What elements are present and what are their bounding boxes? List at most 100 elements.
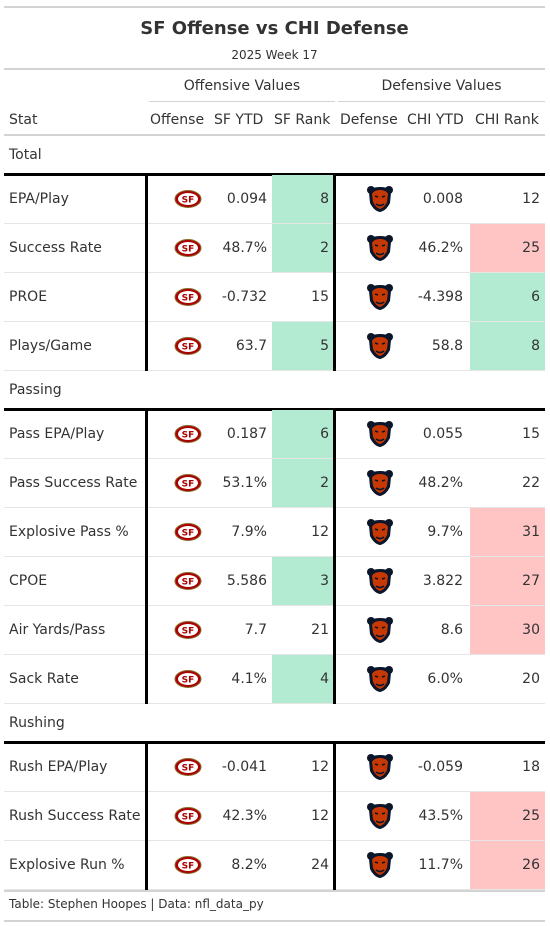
chi-ytd-value: 0.055 [422,426,463,442]
row-divider [4,791,545,792]
sf-rank-value: 12 [311,808,329,824]
defense-spanner-line [338,101,545,102]
stat-label: Explosive Pass % [9,524,129,540]
col-sf-ytd: SF YTD [214,112,264,128]
bears-logo-icon [366,234,394,262]
chi-rank-value: 20 [522,671,540,687]
sf-ytd-value: -0.732 [221,289,267,305]
sf-rank-value: 8 [272,175,334,224]
row-divider [4,458,545,459]
sf-rank-value: 12 [311,524,329,540]
stat-label: Pass Success Rate [9,475,138,491]
row-divider [4,223,545,224]
table-row: Explosive Run % 8.2% 24 11.7% 26 [4,841,545,890]
sf-rank-value: 21 [311,622,329,638]
offensive-values-spanner: Offensive Values [183,78,301,94]
chi-rank-value: 26 [470,841,545,890]
49ers-logo-icon [174,187,202,211]
offense-divider [145,173,148,371]
sf-ytd-value: -0.041 [221,759,267,775]
stat-label: PROE [9,289,48,305]
sf-rank-value: 4 [272,655,334,704]
table-row: Success Rate 48.7% 2 46.2% 25 [4,224,545,273]
chi-rank-value: 15 [522,426,540,442]
chi-ytd-value: 0.008 [422,191,463,207]
sf-rank-value: 2 [272,224,334,273]
sf-ytd-value: 7.9% [231,524,267,540]
chi-ytd-value: 8.6 [440,622,463,638]
chi-ytd-value: 9.7% [427,524,463,540]
bears-logo-icon [366,753,394,781]
chi-rank-value: 30 [470,606,545,655]
stat-label: Rush EPA/Play [9,759,108,775]
bears-logo-icon [366,469,394,497]
col-stat: Stat [9,112,38,128]
col-defense: Defense [340,112,398,128]
chi-rank-value: 25 [470,792,545,841]
table-row: Plays/Game 63.7 5 58.8 8 [4,322,545,371]
table-row: PROE -0.732 15 -4.398 6 [4,273,545,322]
sf-rank-value: 6 [272,410,334,459]
sf-ytd-value: 48.7% [222,240,267,256]
sf-ytd-value: 8.2% [231,857,267,873]
bears-logo-icon [366,185,394,213]
table-frame: SF Offense vs CHI Defense 2025 Week 17 O… [4,6,545,924]
sf-ytd-value: 63.7 [235,338,267,354]
bears-logo-icon [366,665,394,693]
row-divider [4,556,545,557]
source-note: Table: Stephen Hoopes | Data: nfl_data_p… [9,897,264,911]
row-divider [4,507,545,508]
49ers-logo-icon [174,618,202,642]
top-rule [4,6,545,8]
offense-divider [145,408,148,704]
bears-logo-icon [366,851,394,879]
chi-rank-value: 12 [522,191,540,207]
chi-ytd-value: 48.2% [418,475,463,491]
row-divider [4,370,545,371]
stat-label: CPOE [9,573,48,589]
chi-rank-value: 31 [470,508,545,557]
49ers-logo-icon [174,285,202,309]
defensive-values-spanner: Defensive Values [381,78,502,94]
chi-rank-value: 27 [470,557,545,606]
footer-rule [4,920,545,922]
sf-rank-value: 15 [311,289,329,305]
table-title: SF Offense vs CHI Defense [140,18,409,39]
49ers-logo-icon [174,853,202,877]
bears-logo-icon [366,616,394,644]
sf-ytd-value: 7.7 [244,622,267,638]
header-rule [4,68,545,70]
sf-rank-value: 5 [272,322,334,371]
table-row: Air Yards/Pass 7.7 21 8.6 30 [4,606,545,655]
49ers-logo-icon [174,569,202,593]
chi-rank-value: 22 [522,475,540,491]
table-row: Sack Rate 4.1% 4 6.0% 20 [4,655,545,704]
49ers-logo-icon [174,334,202,358]
sf-rank-value: 2 [272,459,334,508]
table-row: Rush EPA/Play -0.041 12 -0.059 18 [4,743,545,792]
sf-rank-value: 3 [272,557,334,606]
stat-label: EPA/Play [9,191,69,207]
row-divider [4,321,545,322]
defense-divider [333,741,336,890]
table-row: Explosive Pass % 7.9% 12 9.7% 31 [4,508,545,557]
chi-ytd-value: 3.822 [422,573,463,589]
49ers-logo-icon [174,520,202,544]
49ers-logo-icon [174,422,202,446]
group-label: Total [9,147,42,163]
defense-divider [333,408,336,704]
chi-ytd-value: 58.8 [431,338,463,354]
sf-ytd-value: 0.187 [226,426,267,442]
col-chi-rank: CHI Rank [475,112,539,128]
row-divider [4,840,545,841]
49ers-logo-icon [174,755,202,779]
defense-divider [333,173,336,371]
stat-label: Sack Rate [9,671,79,687]
table-row: Rush Success Rate 42.3% 12 43.5% 25 [4,792,545,841]
stat-label: Explosive Run % [9,857,125,873]
offense-divider [145,741,148,890]
bears-logo-icon [366,567,394,595]
sf-ytd-value: 0.094 [226,191,267,207]
stat-label: Success Rate [9,240,102,256]
stat-label: Air Yards/Pass [9,622,106,638]
